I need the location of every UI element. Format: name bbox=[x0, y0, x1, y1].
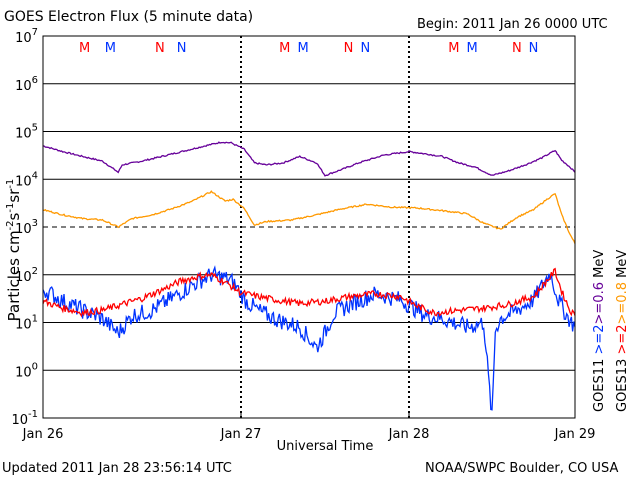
y-axis-exp-3: -1 bbox=[5, 179, 16, 189]
series-line-goes13-2-mev bbox=[42, 267, 576, 318]
credit: NOAA/SWPC Boulder, CO USA bbox=[425, 461, 619, 476]
mn-marker: N bbox=[360, 41, 370, 56]
y-axis-exp-2: -1 bbox=[5, 203, 16, 213]
mn-marker: M bbox=[105, 41, 116, 56]
series-layer bbox=[42, 141, 576, 411]
y-axis-s: s bbox=[5, 212, 23, 220]
legend: GOES11 >=2>=0.6 MeV GOES13 >=2>=0.8 MeV bbox=[592, 250, 630, 412]
y-axis-sr: sr bbox=[5, 188, 23, 203]
y-tick-labels: 107 106 105 104 103 102 101 100 10-1 bbox=[11, 27, 38, 428]
plot-frame bbox=[42, 35, 576, 419]
y-tick-label: 101 bbox=[15, 314, 38, 333]
legend-text: GOES11 >=2>=0.6 MeV bbox=[592, 250, 607, 412]
series-line-goes13-0-8-mev bbox=[42, 190, 576, 244]
y-tick-label: 105 bbox=[15, 123, 38, 142]
mn-marker: N bbox=[529, 41, 539, 56]
mn-marker: M bbox=[298, 41, 309, 56]
y-tick-label: 100 bbox=[15, 361, 38, 380]
series-line-goes11-2-mev bbox=[42, 265, 576, 411]
y-axis-title: Particles cm-2s-1sr-1 bbox=[5, 179, 23, 322]
mn-marker: M bbox=[448, 41, 459, 56]
mn-marker: N bbox=[512, 41, 522, 56]
mn-marker: N bbox=[155, 41, 165, 56]
mn-marker: M bbox=[279, 41, 290, 56]
chart-title: GOES Electron Flux (5 minute data) bbox=[4, 9, 254, 25]
y-tick-label: 107 bbox=[15, 27, 38, 46]
updated-timestamp: Updated 2011 Jan 28 23:56:14 UTC bbox=[2, 461, 232, 476]
mn-marker: M bbox=[79, 41, 90, 56]
legend-group-goes13: GOES13 >=2>=0.8 MeV bbox=[615, 250, 630, 412]
y-tick-label: 10-1 bbox=[11, 409, 38, 428]
x-tick-label: Jan 28 bbox=[388, 427, 430, 442]
x-tick-label: Jan 29 bbox=[554, 427, 596, 442]
mn-marker: N bbox=[177, 41, 187, 56]
mn-marker: M bbox=[466, 41, 477, 56]
x-tick-label: Jan 27 bbox=[220, 427, 262, 442]
series-line-goes11-0-6-mev bbox=[42, 141, 576, 177]
legend-group-goes11: GOES11 >=2>=0.6 MeV bbox=[592, 250, 607, 412]
x-tick-labels: Jan 26 Jan 27 Jan 28 Jan 29 bbox=[22, 412, 596, 442]
y-tick-label: 106 bbox=[15, 75, 38, 94]
begin-time: Begin: 2011 Jan 26 0000 UTC bbox=[417, 17, 608, 32]
x-tick-label: Jan 26 bbox=[22, 427, 64, 442]
y-axis-exp-1: -2 bbox=[5, 220, 16, 230]
x-axis-title: Universal Time bbox=[277, 439, 374, 454]
y-tick-label: 104 bbox=[15, 170, 38, 189]
mn-marker: N bbox=[344, 41, 354, 56]
svg-text:Particles cm-2s-1sr-1: Particles cm-2s-1sr-1 bbox=[5, 179, 23, 322]
day-separators bbox=[240, 36, 410, 418]
y-axis-title-text: Particles cm bbox=[5, 230, 23, 321]
legend-text: GOES13 >=2>=0.8 MeV bbox=[615, 250, 630, 412]
y-tick-label: 102 bbox=[15, 266, 38, 285]
y-tick-label: 103 bbox=[15, 218, 38, 237]
